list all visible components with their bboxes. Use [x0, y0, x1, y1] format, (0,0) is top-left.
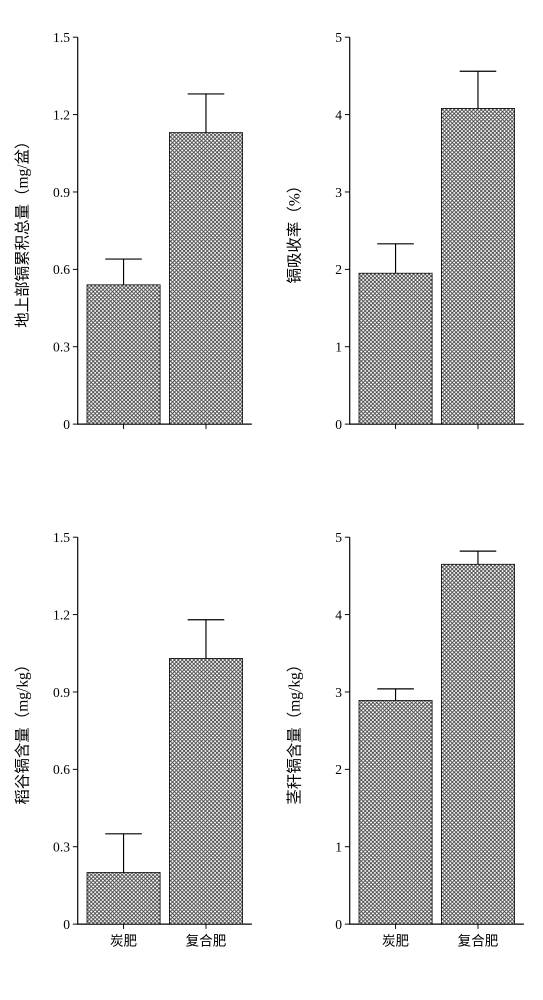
chart-svg-bottom-right: 0 1 2 3 4 5 炭肥 复合肥 茎秆镉含量（mg/kg）	[282, 510, 534, 990]
panel-top-left: 0 0.3 0.6 0.9 1.2 1.5 地上部镉累积总量（mg/盆）	[10, 10, 262, 490]
y-tick-label: 5	[335, 530, 342, 545]
error-bar	[188, 94, 225, 133]
y-tick-label: 1.5	[53, 30, 70, 45]
y-tick-label: 2	[335, 262, 342, 277]
error-bar	[459, 551, 496, 564]
panel-top-right: 0 1 2 3 4 5 镉吸收率（%）	[282, 10, 534, 490]
x-tick-label: 复合肥	[457, 932, 498, 948]
y-tick-label: 2	[335, 762, 342, 777]
y-axis-title: 地上部镉累积总量（mg/盆）	[13, 134, 31, 328]
chart-svg-top-left: 0 0.3 0.6 0.9 1.2 1.5 地上部镉累积总量（mg/盆）	[10, 10, 262, 490]
y-tick-label: 0.3	[53, 340, 70, 355]
bar	[169, 658, 242, 924]
y-tick-label: 4	[335, 607, 342, 622]
error-bar	[188, 620, 225, 659]
y-tick-label: 1	[335, 340, 342, 355]
bar	[441, 564, 514, 924]
y-tick-label: 0	[63, 417, 70, 432]
y-tick-label: 3	[335, 185, 342, 200]
y-tick-label: 4	[335, 107, 342, 122]
x-tick-label: 炭肥	[110, 933, 138, 948]
y-tick-label: 1.5	[53, 530, 70, 545]
y-tick-label: 1	[335, 840, 342, 855]
y-axis-title: 稻谷镉含量（mg/kg）	[13, 657, 31, 805]
bar	[441, 108, 514, 424]
error-bar	[377, 244, 414, 273]
error-bar	[377, 689, 414, 701]
bar	[87, 873, 160, 925]
x-tick-label: 复合肥	[186, 932, 227, 948]
y-tick-label: 0.9	[53, 185, 70, 200]
y-tick-label: 0.9	[53, 685, 70, 700]
y-tick-label: 0	[63, 917, 70, 932]
bar	[87, 285, 160, 424]
error-bar	[105, 834, 142, 873]
panel-bottom-left: 0 0.3 0.6 0.9 1.2 1.5 炭肥 复合肥 稻谷镉含量（mg/kg）	[10, 510, 262, 990]
error-bar	[459, 71, 496, 108]
y-axis-title: 镉吸收率（%）	[285, 178, 303, 284]
y-tick-label: 1.2	[53, 607, 70, 622]
bar	[358, 700, 431, 924]
y-tick-label: 0.6	[53, 262, 70, 277]
y-tick-label: 0	[335, 417, 342, 432]
x-tick-label: 炭肥	[382, 933, 410, 948]
chart-svg-bottom-left: 0 0.3 0.6 0.9 1.2 1.5 炭肥 复合肥 稻谷镉含量（mg/kg）	[10, 510, 262, 990]
bar	[358, 273, 431, 424]
chart-svg-top-right: 0 1 2 3 4 5 镉吸收率（%）	[282, 10, 534, 490]
bar	[169, 133, 242, 424]
y-axis-title: 茎秆镉含量（mg/kg）	[285, 657, 303, 805]
y-tick-label: 0	[335, 917, 342, 932]
y-tick-label: 0.3	[53, 840, 70, 855]
panel-bottom-right: 0 1 2 3 4 5 炭肥 复合肥 茎秆镉含量（mg/kg）	[282, 510, 534, 990]
error-bar	[105, 259, 142, 285]
figure-grid: 0 0.3 0.6 0.9 1.2 1.5 地上部镉累积总量（mg/盆） 0 1 2 3 4 5 镉吸收…	[10, 10, 533, 990]
y-tick-label: 5	[335, 30, 342, 45]
y-tick-label: 0.6	[53, 762, 70, 777]
y-tick-label: 1.2	[53, 107, 70, 122]
y-tick-label: 3	[335, 685, 342, 700]
